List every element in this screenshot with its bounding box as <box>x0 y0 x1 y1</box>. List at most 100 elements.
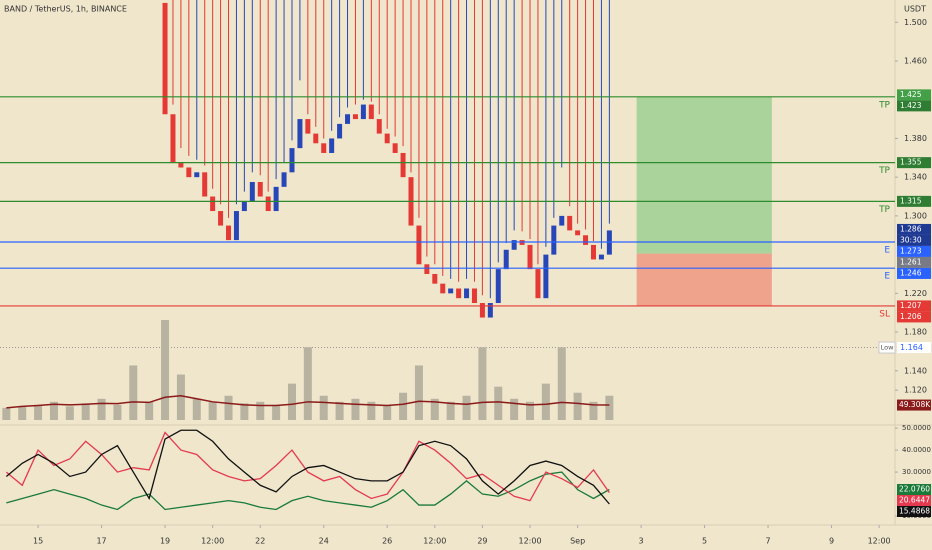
candle-body <box>559 215 565 226</box>
price-tag-label: 1.315 <box>900 196 922 205</box>
indicator-last-tag <box>897 483 931 495</box>
candle-body <box>527 244 533 270</box>
candle-body <box>226 225 232 241</box>
level-label: TP <box>878 100 890 110</box>
volume-bar <box>145 401 154 420</box>
volume-bar <box>383 404 392 420</box>
volume-bar <box>319 395 328 420</box>
volume-bar <box>367 401 376 420</box>
volume-bar <box>335 401 344 420</box>
volume-bar <box>287 383 296 420</box>
candle-body <box>590 244 596 260</box>
indicator-tick-label: 30.0000 <box>902 468 931 476</box>
candle-body <box>273 186 279 212</box>
x-tick-label: 12:00 <box>423 537 446 546</box>
price-tag <box>897 256 931 268</box>
candle-body <box>583 235 589 245</box>
indicator-line <box>5 429 610 505</box>
indicator-last-label: 22.0760 <box>899 484 930 493</box>
candle-body <box>376 119 382 134</box>
volume-bar <box>113 404 122 420</box>
candle-body <box>400 152 406 178</box>
price-tag-label: 1.286 <box>900 224 922 233</box>
target-zone <box>636 96 772 254</box>
overlay: 15 17 19 12:00 22 24 26 12:00 29 12:00 Sep 3 5 7 9 12:0… <box>0 18 931 546</box>
candle-body <box>257 182 263 197</box>
level-label: E <box>884 246 890 256</box>
x-tick-label: 9 <box>829 537 834 546</box>
candle-body <box>575 230 581 236</box>
volume-bar <box>605 395 614 420</box>
y-tick-label: 1.140 <box>904 366 927 375</box>
y-tick-label: 1.180 <box>904 328 927 337</box>
candle-body <box>194 172 200 178</box>
volume-bar <box>18 406 27 420</box>
candle-body <box>249 182 255 202</box>
candle-body <box>471 288 477 304</box>
indicator-last-label: 20.6447 <box>899 495 930 504</box>
volume-bar <box>430 398 439 420</box>
volume-bar <box>399 392 408 420</box>
candle-body <box>551 225 557 255</box>
y-tick-label: 1.500 <box>904 18 927 27</box>
volume-bar <box>65 406 74 420</box>
x-tick-label: 29 <box>477 537 487 546</box>
low-name: Low <box>881 344 894 352</box>
candle-body <box>170 114 176 163</box>
candle-body <box>337 123 343 139</box>
volume-bar <box>224 395 233 420</box>
price-tag <box>897 267 931 279</box>
volume-bar <box>303 347 312 420</box>
price-tag <box>897 89 931 101</box>
x-tick-label: 7 <box>766 537 771 546</box>
volume-bar <box>272 404 281 420</box>
volume-bar <box>557 347 566 420</box>
candle-body <box>432 273 438 284</box>
x-tick-label: 12:00 <box>201 537 224 546</box>
x-tick-label: 12:00 <box>518 537 541 546</box>
price-tag-label: 1.423 <box>900 101 922 110</box>
volume-bar <box>478 347 487 420</box>
candle-body <box>329 138 335 153</box>
countdown-label: 30:30 <box>900 235 922 244</box>
price-tag <box>897 311 931 323</box>
indicator-line <box>5 431 610 502</box>
candle-body <box>210 196 216 212</box>
low-price-tag <box>897 342 931 354</box>
volume-ma-tag <box>897 399 931 411</box>
volume-bar <box>256 401 265 420</box>
price-tag-label: 1.273 <box>900 246 922 255</box>
candle-body <box>448 288 454 294</box>
candle-body <box>352 114 358 120</box>
y-tick-label: 1.460 <box>904 56 927 65</box>
indicator-last-label: 15.4868 <box>899 506 930 515</box>
candle-body <box>543 254 549 299</box>
volume-bar <box>240 403 249 420</box>
level-label: SL <box>879 309 890 319</box>
x-tick-label: 3 <box>639 537 644 546</box>
candle-body <box>241 201 247 212</box>
candle-body <box>321 143 327 153</box>
price-tag-label: 1.206 <box>900 312 922 321</box>
candle-body <box>567 215 573 231</box>
candle-body <box>392 143 398 153</box>
volume-bar <box>351 398 360 420</box>
low-price-label: 1.164 <box>900 343 923 352</box>
low-tag <box>878 341 896 354</box>
candle-body <box>487 303 493 318</box>
candle-body <box>456 288 462 299</box>
candle-body <box>289 148 295 173</box>
volume-bar <box>573 392 582 420</box>
x-tick-label: 12:00 <box>868 537 891 546</box>
volume-bar <box>129 365 138 420</box>
volume-bar <box>2 407 11 420</box>
price-tag <box>897 195 931 207</box>
candle-body <box>416 225 422 265</box>
price-tag <box>897 100 931 112</box>
indicator-last-tag <box>897 505 931 517</box>
candle-body <box>503 249 509 270</box>
price-tag-label: 1.207 <box>900 301 922 310</box>
y-tick-label: 1.120 <box>904 386 927 395</box>
